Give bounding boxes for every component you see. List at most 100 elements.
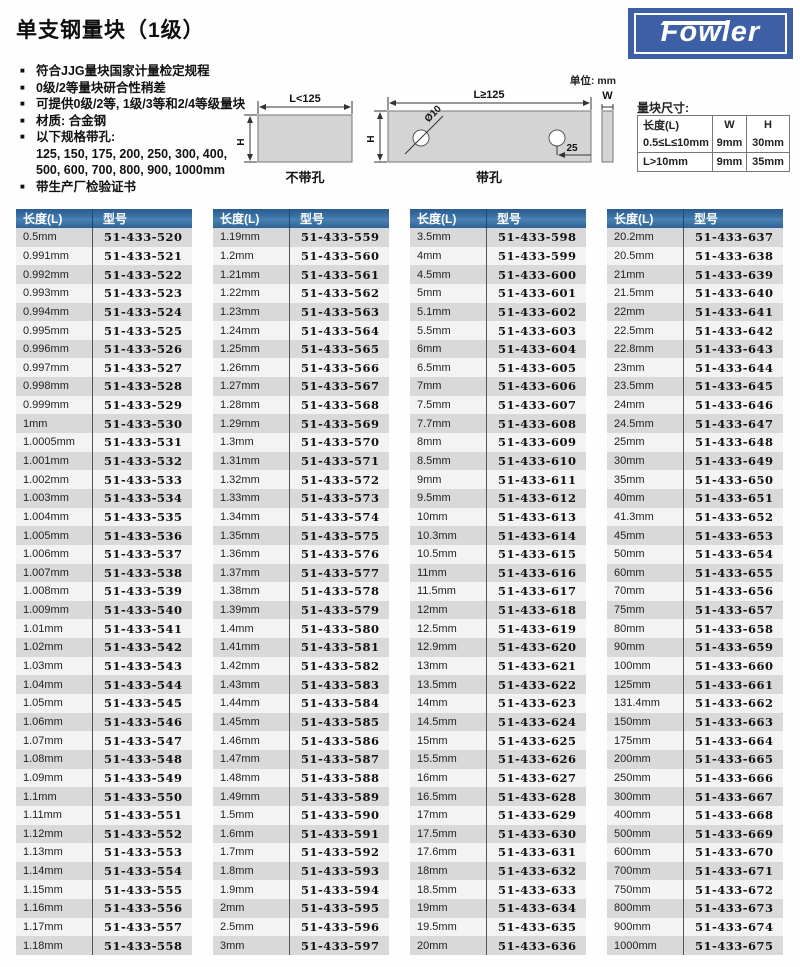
model-cell: 51-433-575 (289, 526, 389, 545)
table-row: 18mm 51-433-632 (410, 861, 586, 881)
model-cell: 51-433-525 (92, 321, 192, 340)
length-cell: 1.06mm (23, 715, 63, 728)
table-row: 900mm 51-433-674 (607, 917, 783, 937)
model-cell: 51-433-659 (683, 638, 783, 657)
model-cell: 51-433-593 (289, 861, 389, 881)
table-row: 0.993mm 51-433-523 (16, 283, 192, 303)
model-cell: 51-433-664 (683, 731, 783, 750)
model-cell: 51-433-642 (683, 321, 783, 340)
bullet-item: ■ 0级/2等量块研合性稍差 (20, 80, 250, 97)
model-cell: 51-433-532 (92, 451, 192, 471)
model-cell: 51-433-520 (92, 228, 192, 247)
model-cell: 51-433-656 (683, 582, 783, 601)
model-cell: 51-433-669 (683, 824, 783, 844)
table-row: 5.5mm 51-433-603 (410, 321, 586, 340)
table-row: 4mm 51-433-599 (410, 246, 586, 266)
table-row: 0.998mm 51-433-528 (16, 377, 192, 396)
table-row: 400mm 51-433-668 (607, 805, 783, 825)
length-cell: 1.008mm (23, 585, 69, 598)
length-cell: 1.33mm (220, 492, 260, 505)
length-cell: 75mm (614, 604, 645, 617)
model-cell: 51-433-643 (683, 339, 783, 359)
table-row: 12.9mm 51-433-620 (410, 638, 586, 657)
length-cell: 1.05mm (23, 697, 63, 710)
length-cell: 0.997mm (23, 361, 69, 374)
table-row: 1.03mm 51-433-543 (16, 656, 192, 676)
length-cell: 2mm (220, 902, 245, 915)
length-cell: 1.19mm (220, 231, 260, 244)
length-cell: 1.21mm (220, 268, 260, 281)
length-cell: 750mm (614, 883, 651, 896)
table-row: 2.5mm 51-433-596 (213, 917, 389, 937)
length-cell: 1.006mm (23, 548, 69, 561)
model-cell: 51-433-521 (92, 246, 192, 266)
length-cell: 12mm (417, 604, 448, 617)
model-cell: 51-433-582 (289, 656, 389, 676)
spec-table-header: 长度(L) 型号 (16, 209, 192, 228)
table-row: 600mm 51-433-670 (607, 843, 783, 862)
length-cell: 1.22mm (220, 287, 260, 300)
table-row: 1.49mm 51-433-589 (213, 787, 389, 806)
table-row: 5mm 51-433-601 (410, 283, 586, 303)
model-cell: 51-433-597 (289, 936, 389, 955)
length-cell: 250mm (614, 771, 651, 784)
spec-table-header: 长度(L) 型号 (410, 209, 586, 228)
table-row: 1.11mm 51-433-551 (16, 805, 192, 825)
length-cell: 200mm (614, 753, 651, 766)
length-cell: 1.009mm (23, 604, 69, 617)
table-row: 2mm 51-433-595 (213, 899, 389, 918)
size-header-length: 长度(L) (643, 120, 680, 132)
model-cell: 51-433-556 (92, 899, 192, 918)
length-cell: 19mm (417, 902, 448, 915)
table-row: 0.997mm 51-433-527 (16, 358, 192, 378)
table-row: 22.5mm 51-433-642 (607, 321, 783, 340)
length-cell: 1.8mm (220, 865, 254, 878)
table-row: 45mm 51-433-653 (607, 526, 783, 545)
model-cell: 51-433-624 (486, 712, 586, 732)
fowler-logo-frame: Fowler (634, 13, 787, 54)
model-cell: 51-433-599 (486, 246, 586, 266)
table-row: 1.003mm 51-433-534 (16, 488, 192, 508)
table-row: 200mm 51-433-665 (607, 749, 783, 769)
feature-bullet-list: ■ 符合JJG量块国家计量检定规程 ■ 0级/2等量块研合性稍差 ■ 可提供0级… (20, 63, 250, 195)
caption-no-hole: 不带孔 (285, 170, 324, 185)
length-cell: 17mm (417, 809, 448, 822)
model-cell: 51-433-623 (486, 694, 586, 713)
length-cell: 1.08mm (23, 753, 63, 766)
length-cell: 1.1mm (23, 790, 57, 803)
table-row: 1.007mm 51-433-538 (16, 563, 192, 583)
table-row: 1.25mm 51-433-565 (213, 339, 389, 359)
length-cell: 20mm (417, 939, 448, 952)
length-cell: 700mm (614, 865, 651, 878)
table-row: 16mm 51-433-627 (410, 768, 586, 788)
model-cell: 51-433-544 (92, 675, 192, 695)
table-row: 15mm 51-433-625 (410, 731, 586, 750)
length-cell: 1.48mm (220, 771, 260, 784)
table-row: 750mm 51-433-672 (607, 880, 783, 900)
model-cell: 51-433-546 (92, 712, 192, 732)
length-cell: 9mm (417, 473, 442, 486)
table-row: 30mm 51-433-649 (607, 451, 783, 471)
length-cell: 1.18mm (23, 939, 63, 952)
length-cell: 1.01mm (23, 622, 63, 635)
table-row: 20.5mm 51-433-638 (607, 246, 783, 266)
length-cell: 1.07mm (23, 734, 63, 747)
model-cell: 51-433-530 (92, 414, 192, 434)
bullet-item: 125, 150, 175, 200, 250, 300, 400, (20, 146, 250, 163)
model-cell: 51-433-565 (289, 339, 389, 359)
table-row: 150mm 51-433-663 (607, 712, 783, 732)
bullet-square-icon: ■ (20, 82, 25, 92)
table-row: 35mm 51-433-650 (607, 470, 783, 489)
table-row: 3mm 51-433-597 (213, 936, 389, 955)
length-cell: 20.2mm (614, 231, 654, 244)
length-cell: 7.5mm (417, 399, 451, 412)
size-cell-w: 9mm (712, 153, 746, 171)
model-cell: 51-433-571 (289, 451, 389, 471)
table-row: 10mm 51-433-613 (410, 507, 586, 527)
bullet-square-icon: ■ (20, 99, 25, 108)
table-row: 1.24mm 51-433-564 (213, 321, 389, 340)
table-row: 1.005mm 51-433-536 (16, 526, 192, 545)
model-cell: 51-433-583 (289, 675, 389, 695)
size-cell-h: 35mm (746, 153, 789, 171)
length-cell: 1.31mm (220, 455, 260, 467)
